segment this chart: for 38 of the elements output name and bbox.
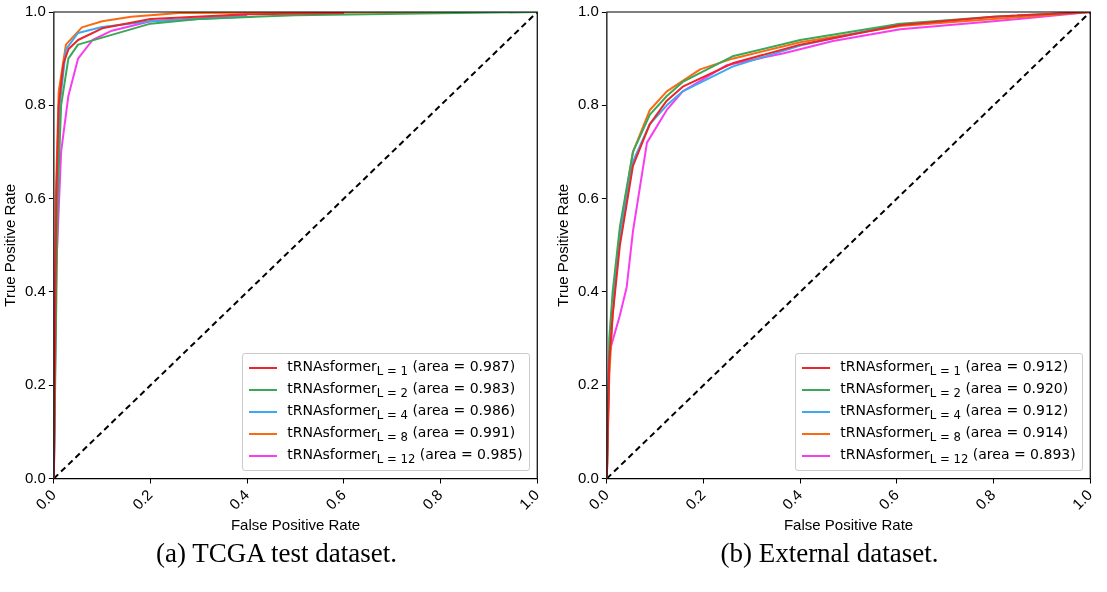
y-tick-label: 1.0 [577, 2, 599, 20]
x-tick-label: 0.4 [225, 485, 253, 513]
legend-label: tRNAsformer$_{L = 4}$ (area = 0.986) [287, 401, 516, 422]
y-axis-title: True Positive Rate [1, 183, 19, 307]
y-tick-label: 0.0 [577, 468, 599, 486]
y-tick-label: 0.2 [24, 375, 46, 393]
legend-label: tRNAsformer$_{L = 12}$ (area = 0.985) [287, 445, 523, 466]
x-tick-label: 1.0 [515, 485, 543, 513]
y-tick-label: 0.6 [24, 188, 46, 206]
legend-label: tRNAsformer$_{L = 2}$ (area = 0.983) [287, 379, 516, 400]
y-tick-label: 0.4 [577, 282, 599, 300]
y-tick-label: 0.6 [577, 188, 599, 206]
legend-label: tRNAsformer$_{L = 4}$ (area = 0.912) [840, 401, 1069, 422]
y-tick-label: 0.8 [577, 95, 599, 113]
y-tick-label: 0.8 [24, 95, 46, 113]
legend-label: tRNAsformer$_{L = 1}$ (area = 0.987) [287, 357, 516, 378]
y-tick-label: 0.4 [24, 282, 46, 300]
x-axis-title: False Positive Rate [230, 516, 361, 534]
x-tick-label: 0.8 [418, 485, 446, 513]
text: (a) TCGA test dataset. [155, 538, 398, 569]
y-tick-label: 0.2 [577, 375, 599, 393]
x-tick-label: 0.2 [128, 485, 156, 513]
x-tick-label: 0.4 [778, 485, 806, 513]
x-tick-label: 0.2 [681, 485, 709, 513]
y-tick-label: 1.0 [24, 2, 46, 20]
y-tick-label: 0.0 [24, 468, 46, 486]
x-tick-label: 0.6 [322, 485, 349, 513]
legend-label: tRNAsformer$_{L = 8}$ (area = 0.991) [287, 423, 516, 444]
legend-label: tRNAsformer$_{L = 1}$ (area = 0.912) [840, 357, 1069, 378]
x-tick-label: 0.8 [971, 485, 999, 513]
x-tick-label: 0.6 [875, 485, 902, 513]
legend-label: tRNAsformer$_{L = 12}$ (area = 0.893) [840, 445, 1076, 466]
y-axis-title: True Positive Rate [554, 183, 572, 307]
x-axis-title: False Positive Rate [783, 516, 914, 534]
legend-label: tRNAsformer$_{L = 8}$ (area = 0.914) [840, 423, 1069, 444]
text: (b) External dataset. [719, 538, 940, 569]
x-tick-label: 1.0 [1068, 485, 1096, 513]
legend-label: tRNAsformer$_{L = 2}$ (area = 0.920) [840, 379, 1069, 400]
